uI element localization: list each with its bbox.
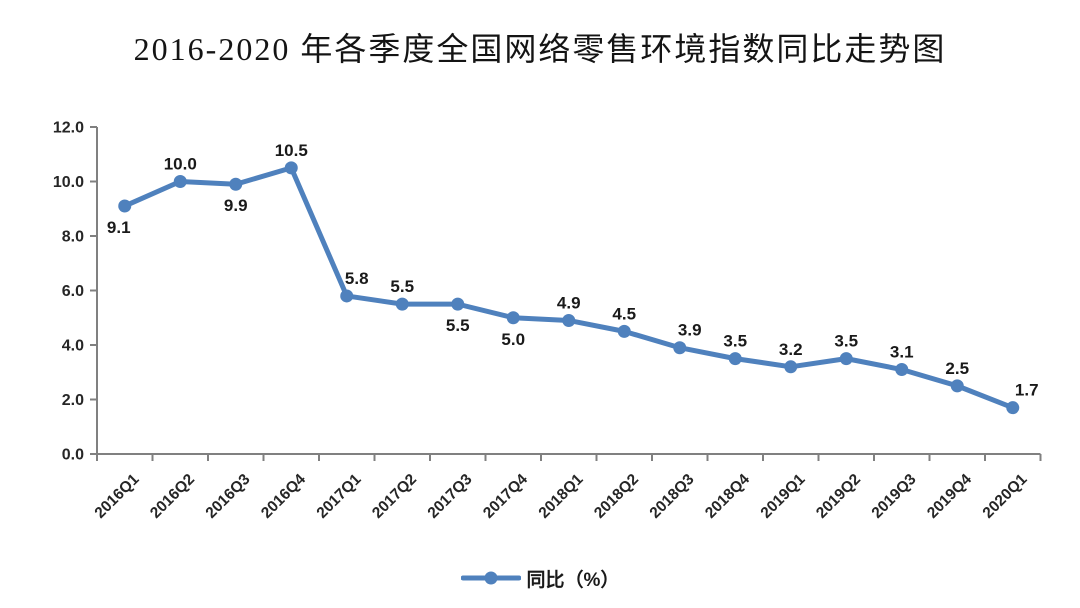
y-tick-label: 10.0: [53, 174, 84, 191]
data-point-label: 5.5: [446, 316, 470, 335]
y-tick-label: 8.0: [62, 229, 84, 246]
data-point-marker: [728, 352, 742, 366]
data-point-marker: [673, 341, 687, 355]
x-tick-label: 2016Q1: [92, 471, 143, 522]
y-tick-label: 0.0: [62, 447, 84, 464]
x-tick-label: 2018Q2: [591, 471, 642, 522]
data-point-label: 10.0: [164, 155, 197, 174]
legend-label: 同比（%）: [526, 569, 620, 591]
series-line: [122, 165, 1016, 411]
x-tick-label: 2018Q3: [647, 471, 698, 522]
x-tick-label: 2017Q1: [314, 471, 365, 522]
y-tick-label: 2.0: [62, 392, 84, 409]
y-tick-label: 6.0: [62, 283, 84, 300]
data-point-marker: [173, 175, 187, 188]
x-tick-label: 2016Q2: [147, 471, 198, 522]
data-point-label: 3.5: [723, 332, 747, 351]
data-point-label: 3.9: [678, 321, 702, 340]
legend: 同比（%）: [0, 560, 1080, 596]
data-point-label: 5.5: [390, 277, 414, 296]
data-point-label: 3.2: [779, 340, 803, 359]
legend-line-marker-icon: [460, 571, 521, 585]
y-tick-label: 4.0: [62, 338, 84, 355]
data-point-marker: [617, 324, 631, 338]
data-point-label: 9.9: [224, 196, 248, 215]
data-point-marker: [284, 161, 298, 175]
data-point-marker: [118, 199, 132, 213]
data-point-marker: [229, 177, 243, 191]
data-point-marker: [839, 352, 853, 366]
data-point-label: 4.5: [612, 304, 636, 323]
data-point-marker: [506, 311, 520, 325]
data-point-label: 5.0: [501, 330, 525, 349]
y-tick-label: 12.0: [53, 120, 84, 137]
chart-title: 2016-2020 年各季度全国网络零售环境指数同比走势图: [133, 31, 947, 67]
x-tick-label: 2017Q2: [369, 471, 420, 522]
x-tick-label: 2016Q3: [203, 471, 254, 522]
data-point-label: 4.9: [557, 293, 581, 312]
data-point-marker: [1006, 401, 1020, 415]
data-point-marker: [395, 297, 409, 311]
x-tick-label: 2017Q4: [480, 471, 531, 522]
data-point-label: 2.5: [945, 359, 969, 378]
x-tick-label: 2019Q3: [869, 471, 920, 522]
x-tick-label: 2018Q4: [702, 471, 753, 522]
data-point-marker: [340, 289, 354, 303]
x-tick-label: 2016Q4: [258, 471, 309, 522]
data-point-label: 9.1: [107, 218, 131, 237]
data-point-marker: [562, 313, 576, 327]
data-point-marker: [895, 363, 909, 377]
data-point-label: 10.5: [275, 141, 308, 160]
x-tick-label: 2019Q1: [758, 471, 809, 522]
x-tick-label: 2019Q2: [813, 471, 864, 522]
data-point-marker: [950, 379, 964, 393]
legend-marker: [484, 571, 498, 585]
data-point-marker: [784, 360, 798, 374]
data-point-label: 3.5: [834, 332, 858, 351]
x-tick-label: 2020Q1: [980, 471, 1031, 522]
x-tick-label: 2018Q1: [536, 471, 587, 522]
data-point-marker: [451, 297, 465, 311]
x-tick-label: 2017Q3: [425, 471, 476, 522]
x-tick-label: 2019Q4: [924, 471, 975, 522]
data-point-label: 1.7: [1015, 381, 1039, 400]
data-point-label: 3.1: [890, 343, 914, 362]
data-point-label: 5.8: [345, 269, 369, 288]
